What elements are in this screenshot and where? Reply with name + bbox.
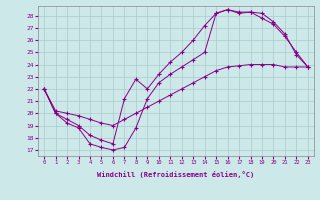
X-axis label: Windchill (Refroidissement éolien,°C): Windchill (Refroidissement éolien,°C) [97, 171, 255, 178]
